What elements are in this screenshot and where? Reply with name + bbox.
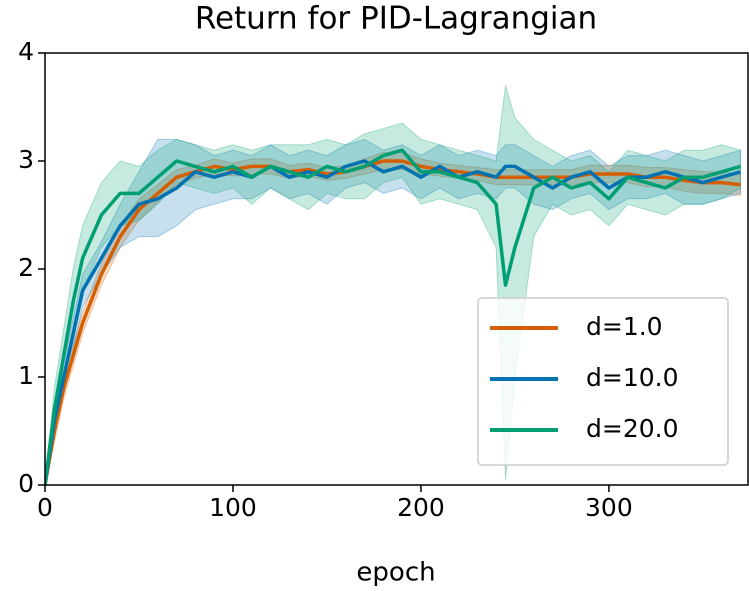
line [45, 159, 741, 485]
x-axis-label: epoch [356, 558, 435, 588]
x-tick-label: 0 [37, 493, 53, 522]
y-tick-label: 4 [18, 37, 34, 66]
x-tick-label: 100 [209, 493, 257, 522]
y-tick-label: 1 [18, 361, 34, 390]
y-tick-label: 0 [18, 469, 34, 498]
plot-area [45, 85, 741, 485]
chart-title: Return for PID-Lagrangian [195, 1, 597, 37]
line [45, 159, 741, 485]
y-tick-label: 2 [18, 253, 34, 282]
legend-label: d=20.0 [586, 414, 678, 443]
legend-label: d=10.0 [586, 363, 678, 392]
x-tick-label: 300 [585, 493, 633, 522]
x-tick-label: 200 [397, 493, 445, 522]
legend-box [477, 297, 729, 466]
line [45, 148, 741, 485]
legend-label: d=1.0 [586, 312, 663, 341]
y-tick-label: 3 [18, 145, 34, 174]
